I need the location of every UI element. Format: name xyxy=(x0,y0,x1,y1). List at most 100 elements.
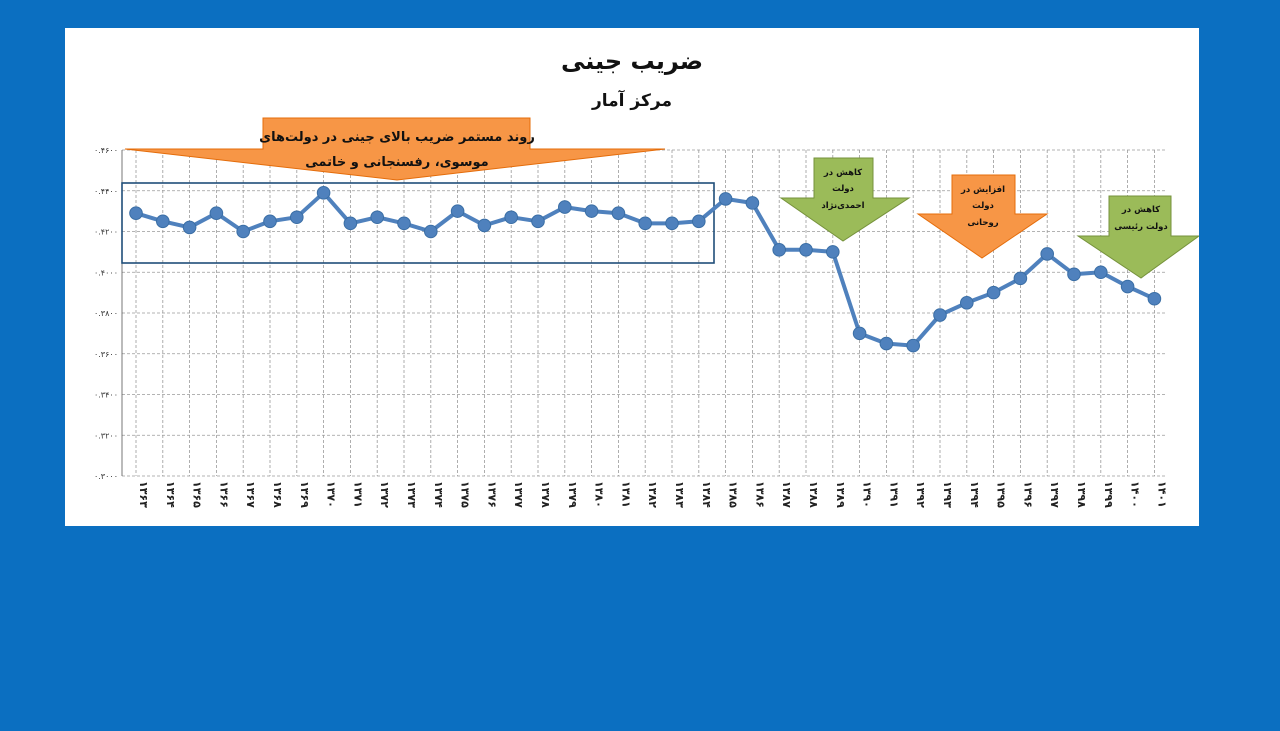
x-tick-label: ۱۳۸۱ xyxy=(619,481,632,508)
chart-panel: ضریب جینی مرکز آمار ۰.۳۰۰۰ ۰.۳۲۰۰ ۰.۳۴۰۰ ۰.… xyxy=(65,28,1199,526)
y-tick-label: ۰.۳۴۰۰ xyxy=(94,391,118,400)
x-tick-label: ۱۳۷۸ xyxy=(539,481,552,508)
data-point xyxy=(477,218,492,233)
data-point xyxy=(986,285,1001,300)
x-tick-label: ۱۳۹۲ xyxy=(914,481,927,508)
data-point xyxy=(799,243,813,257)
y-tick-label: ۰.۴۰۰۰ xyxy=(94,268,118,277)
data-point xyxy=(450,204,465,218)
data-point xyxy=(879,336,894,351)
arrow-ahmadinejad-line-1: کاهش در xyxy=(823,168,862,178)
x-tick-label: ۱۳۷۷ xyxy=(512,481,525,508)
x-tick-label: ۱۳۶۴ xyxy=(164,481,177,508)
arrow-ahmadinejad: کاهش در دولت احمدی‌نژاد xyxy=(779,157,911,242)
y-tick-label: ۰.۳۰۰۰ xyxy=(94,472,118,481)
x-tick-label: ۱۳۹۴ xyxy=(968,481,981,508)
x-tick-label: ۱۳۹۸ xyxy=(1075,481,1088,508)
arrow-raisi: کاهش در دولت رئیسی xyxy=(1076,195,1199,279)
y-tick-label: ۰.۳۸۰۰ xyxy=(94,309,118,318)
data-point xyxy=(745,196,760,210)
x-tick-label: ۱۳۹۹ xyxy=(1102,481,1115,508)
x-tick-label: ۱۳۸۳ xyxy=(673,481,686,508)
x-tick-label: ۱۳۸۰ xyxy=(593,481,606,508)
data-point xyxy=(1147,291,1162,306)
data-point xyxy=(290,210,304,225)
x-tick-label: ۱۳۷۹ xyxy=(566,481,579,508)
data-point xyxy=(852,326,867,341)
x-tick-label: ۱۳۷۳ xyxy=(405,481,418,508)
data-point xyxy=(772,243,787,257)
data-point xyxy=(584,204,599,218)
x-tick-label: ۱۳۶۸ xyxy=(271,481,284,508)
x-tick-label: ۱۳۷۱ xyxy=(351,481,364,508)
x-tick-label: ۱۳۹۰ xyxy=(861,481,874,508)
data-point xyxy=(129,206,143,220)
series-line xyxy=(129,185,1162,353)
y-tick-label: ۰.۳۲۰۰ xyxy=(94,431,118,440)
x-tick-label: ۱۳۶۵ xyxy=(191,481,204,508)
data-point xyxy=(209,206,224,220)
data-point xyxy=(236,224,250,239)
y-tick-label: ۰.۴۲۰۰ xyxy=(94,228,118,237)
data-point xyxy=(1040,247,1055,261)
gini-line-chart: ضریب جینی مرکز آمار ۰.۳۰۰۰۰.۳۲۰۰۰.۳۴۰۰۰.… xyxy=(94,47,1199,508)
data-point xyxy=(316,185,331,200)
x-tick-label: ۱۳۶۷ xyxy=(244,481,257,508)
data-point xyxy=(504,210,519,225)
x-tick-label: ۱۳۸۶ xyxy=(753,481,766,508)
data-point xyxy=(611,206,626,220)
x-axis-ticks: ۱۳۶۳ ۱۳۶۴ ۱۳۶۵ ۱۳۶۶ ۱۳۶۷ ۱۳۶۸ ۱۳۶۹ ۱۳۷۰ ۱۳۷۱ ۱۳۷۲… xyxy=(137,481,1168,508)
data-point xyxy=(1067,267,1081,282)
y-tick-label: ۰.۴۴۰۰ xyxy=(94,187,118,196)
x-tick-label: ۱۳۷۵ xyxy=(459,481,472,508)
arrow-rouhani-line-2: دولت xyxy=(972,201,994,211)
x-tick-label: ۱۳۹۱ xyxy=(887,481,900,508)
orange-banner-arrow: روند مستمر ضریب بالای جینی در دولت‌های م… xyxy=(124,117,666,181)
y-axis-ticks: ۰.۳۰۰۰ ۰.۳۲۰۰ ۰.۳۴۰۰ ۰.۳۶۰۰ ۰.۳۸۰۰ ۰.۴۰۰۰ ۰.۴۲… xyxy=(94,146,118,481)
x-tick-label: ۱۳۶۶ xyxy=(217,481,230,508)
chart-subtitle: مرکز آمار xyxy=(591,89,672,111)
highlight-box xyxy=(121,182,715,264)
data-point xyxy=(370,210,385,225)
x-tick-label: ۱۴۰۱ xyxy=(1155,481,1168,508)
data-point xyxy=(826,245,840,259)
x-tick-label: ۱۳۷۰ xyxy=(325,481,338,508)
data-point xyxy=(960,296,974,310)
data-point xyxy=(558,200,572,214)
x-tick-label: ۱۳۷۶ xyxy=(485,481,498,508)
data-point xyxy=(718,192,733,206)
x-tick-label: ۱۳۷۴ xyxy=(432,481,445,508)
data-point xyxy=(531,214,545,229)
data-point xyxy=(263,214,277,229)
x-tick-label: ۱۳۸۷ xyxy=(780,481,793,508)
data-point xyxy=(397,216,411,231)
x-tick-label: ۱۳۶۳ xyxy=(137,481,150,508)
x-tick-label: ۱۳۸۸ xyxy=(807,481,820,508)
data-point xyxy=(692,214,706,229)
arrow-raisi-line-2: دولت رئیسی xyxy=(1114,222,1168,232)
arrow-ahmadinejad-line-2: دولت xyxy=(832,184,854,194)
y-tick-label: ۰.۳۶۰۰ xyxy=(94,350,118,359)
x-tick-label: ۱۳۸۵ xyxy=(727,481,740,508)
x-tick-label: ۱۳۹۳ xyxy=(941,481,954,508)
x-tick-label: ۱۳۸۲ xyxy=(646,481,659,508)
data-point xyxy=(1013,271,1028,286)
data-point xyxy=(638,216,653,231)
x-tick-label: ۱۳۸۹ xyxy=(834,481,847,508)
arrow-ahmadinejad-line-3: احمدی‌نژاد xyxy=(821,201,864,211)
data-point xyxy=(906,338,921,353)
x-tick-label: ۱۳۷۲ xyxy=(378,481,391,508)
data-point xyxy=(665,216,679,231)
x-tick-label: ۱۳۶۹ xyxy=(298,481,311,508)
banner-line-1: روند مستمر ضریب بالای جینی در دولت‌های xyxy=(259,130,535,145)
grid-lines xyxy=(121,149,1165,477)
arrow-rouhani-line-3: روحانی xyxy=(967,218,998,228)
chart-title: ضریب جینی xyxy=(561,47,703,75)
x-tick-label: ۱۳۹۷ xyxy=(1048,481,1061,508)
data-point xyxy=(424,224,438,239)
arrow-raisi-line-1: کاهش در xyxy=(1121,205,1160,215)
data-point xyxy=(182,220,197,235)
data-point xyxy=(343,216,358,231)
banner-line-2: موسوی، رفسنجانی و خاتمی xyxy=(305,155,488,170)
x-tick-label: ۱۴۰۰ xyxy=(1129,481,1142,508)
